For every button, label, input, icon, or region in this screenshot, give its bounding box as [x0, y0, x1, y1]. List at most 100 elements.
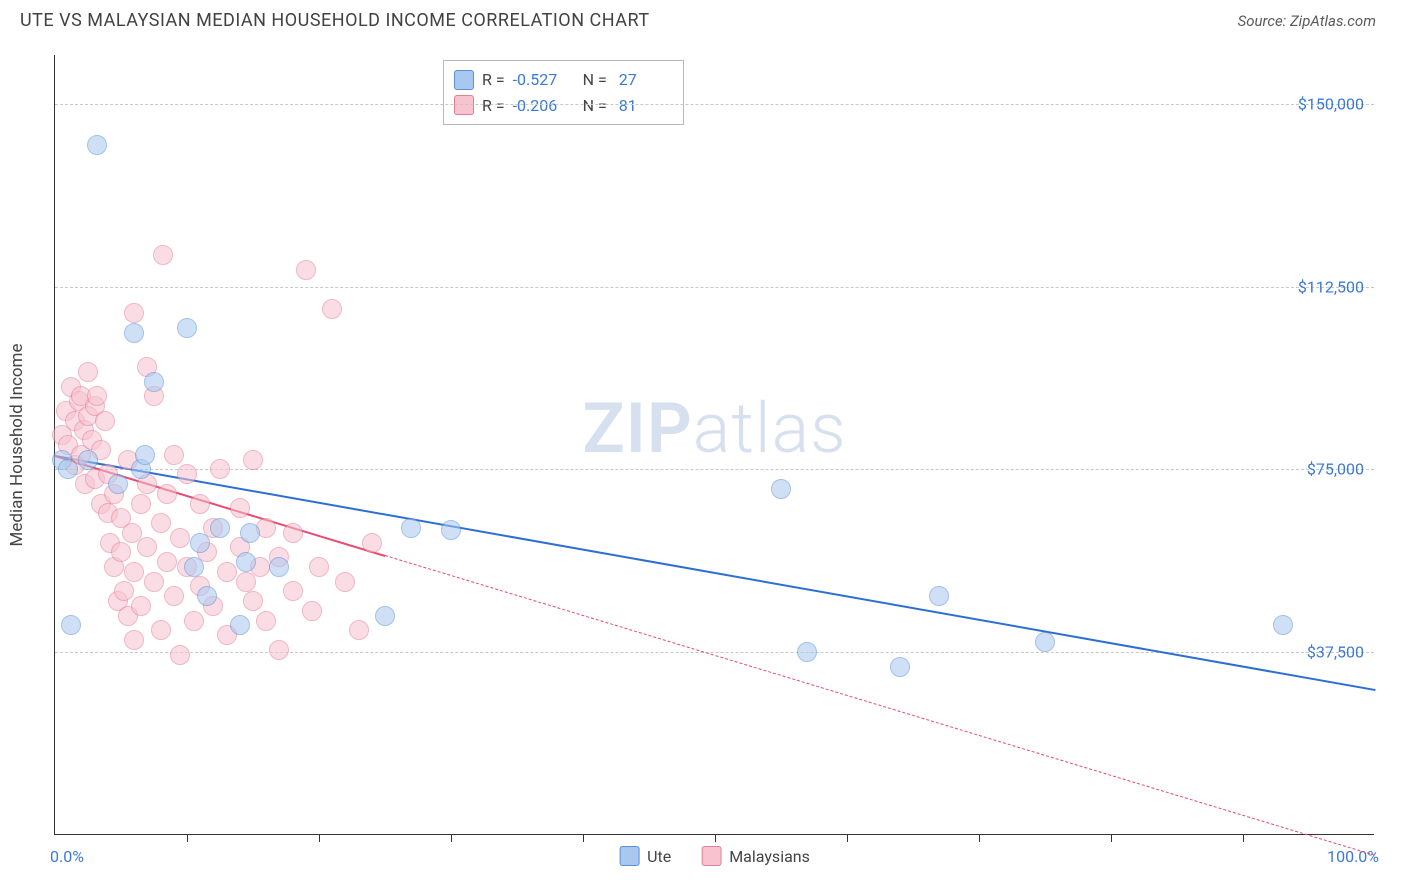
stat-n-label: N = — [579, 67, 607, 93]
source-attribution: Source: ZipAtlas.com — [1238, 12, 1376, 30]
data-point — [124, 562, 144, 582]
y-tick-label: $75,000 — [1307, 460, 1364, 479]
y-tick-label: $112,500 — [1298, 277, 1364, 296]
stats-row: R =-0.206 N = 81 — [454, 93, 673, 119]
data-point — [302, 601, 322, 621]
data-point — [269, 557, 289, 577]
data-point — [157, 484, 177, 504]
legend-swatch-malaysians — [701, 846, 721, 866]
data-point — [58, 459, 78, 479]
x-tick — [1243, 834, 1244, 842]
data-point — [111, 542, 131, 562]
data-point — [151, 620, 171, 640]
scatter-chart: Median Household Income 0.0% 100.0% ZIPa… — [54, 55, 1374, 835]
data-point — [78, 450, 98, 470]
trend-line — [385, 555, 1375, 856]
watermark: ZIPatlas — [582, 388, 846, 470]
data-point — [78, 362, 98, 382]
y-tick-label: $37,500 — [1307, 643, 1364, 662]
data-point — [184, 557, 204, 577]
x-tick — [583, 834, 584, 842]
data-point — [771, 479, 791, 499]
legend-item-ute: Ute — [619, 846, 671, 866]
data-point — [283, 581, 303, 601]
data-point — [170, 645, 190, 665]
data-point — [190, 494, 210, 514]
data-point — [210, 459, 230, 479]
data-point — [131, 596, 151, 616]
data-point — [164, 445, 184, 465]
data-point — [124, 323, 144, 343]
data-point — [1035, 632, 1055, 652]
data-point — [243, 450, 263, 470]
stat-r-value: -0.206 — [513, 93, 571, 119]
stat-r-label: R = — [482, 93, 505, 119]
y-axis-label: Median Household Income — [7, 343, 27, 546]
data-point — [124, 630, 144, 650]
series-legend: Ute Malaysians — [619, 846, 810, 866]
stat-r-value: -0.527 — [513, 67, 571, 93]
legend-label-malaysians: Malaysians — [729, 847, 810, 866]
data-point — [230, 615, 250, 635]
data-point — [335, 572, 355, 592]
data-point — [269, 640, 289, 660]
data-point — [184, 611, 204, 631]
data-point — [61, 615, 81, 635]
data-point — [190, 533, 210, 553]
data-point — [137, 537, 157, 557]
stats-swatch — [454, 95, 474, 115]
data-point — [87, 386, 107, 406]
stat-r-label: R = — [482, 67, 505, 93]
data-point — [1273, 615, 1293, 635]
data-point — [240, 523, 260, 543]
data-point — [144, 572, 164, 592]
stats-row: R = -0.527 N = 27 — [454, 67, 673, 93]
grid-line — [55, 287, 1374, 288]
x-tick — [847, 834, 848, 842]
data-point — [131, 494, 151, 514]
data-point — [114, 581, 134, 601]
data-point — [217, 562, 237, 582]
correlation-stats-box: R =-0.527 N = 27R =-0.206 N = 81 — [443, 60, 684, 125]
data-point — [296, 260, 316, 280]
data-point — [197, 586, 217, 606]
x-tick — [1111, 834, 1112, 842]
data-point — [177, 464, 197, 484]
stats-swatch — [454, 70, 474, 90]
y-tick-label: $150,000 — [1298, 94, 1364, 113]
data-point — [210, 518, 230, 538]
data-point — [349, 620, 369, 640]
legend-item-malaysians: Malaysians — [701, 846, 810, 866]
stat-n-label: N = — [579, 93, 607, 119]
data-point — [362, 533, 382, 553]
x-tick — [715, 834, 716, 842]
data-point — [441, 520, 461, 540]
x-tick — [979, 834, 980, 842]
data-point — [230, 498, 250, 518]
legend-label-ute: Ute — [647, 847, 671, 866]
data-point — [108, 474, 128, 494]
data-point — [164, 586, 184, 606]
data-point — [124, 303, 144, 323]
data-point — [157, 552, 177, 572]
x-axis-max-label: 100.0% — [1327, 847, 1379, 866]
data-point — [87, 135, 107, 155]
data-point — [95, 411, 115, 431]
data-point — [890, 657, 910, 677]
data-point — [243, 591, 263, 611]
data-point — [236, 552, 256, 572]
grid-line — [55, 104, 1374, 105]
x-tick — [187, 834, 188, 842]
x-tick — [451, 834, 452, 842]
data-point — [322, 299, 342, 319]
data-point — [144, 372, 164, 392]
data-point — [153, 245, 173, 265]
stat-n-value: 27 — [615, 67, 673, 93]
data-point — [309, 557, 329, 577]
data-point — [401, 518, 421, 538]
data-point — [375, 606, 395, 626]
legend-swatch-ute — [619, 846, 639, 866]
x-axis-min-label: 0.0% — [50, 847, 84, 866]
data-point — [256, 611, 276, 631]
data-point — [283, 523, 303, 543]
